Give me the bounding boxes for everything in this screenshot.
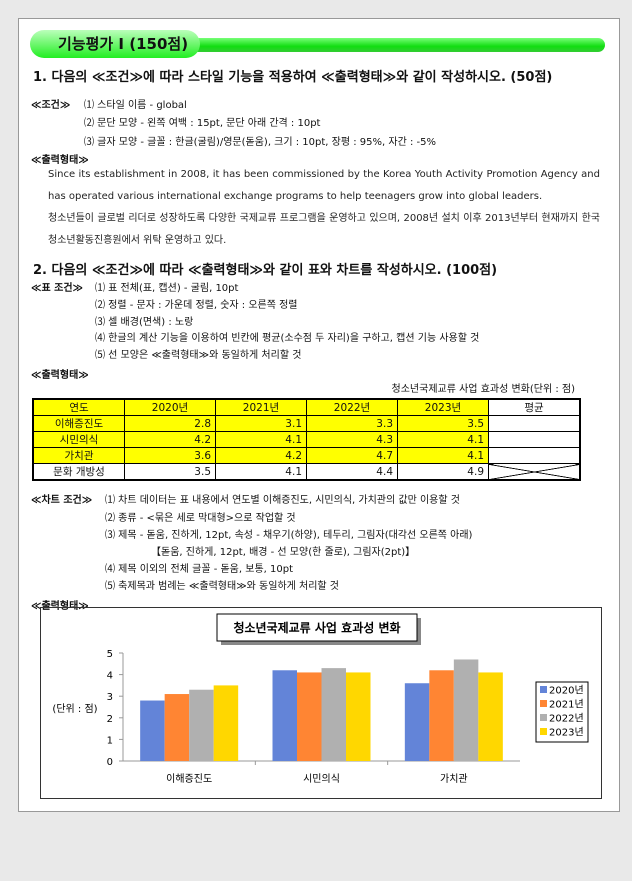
banner-bar [180,38,605,52]
table-cond-1: ⑴ 표 전체(표, 캡션) - 굴림, 10pt [95,283,239,294]
header-cell: 2021년 [215,398,307,416]
legend-swatch [540,686,547,693]
y-tick-label: 2 [107,714,113,725]
x-tick-label: 시민의식 [303,773,340,785]
y-tick-label: 5 [107,649,113,660]
legend-label: 2022년 [549,713,584,725]
row-label: 가치관 [32,447,125,464]
q1-cond-1: ⑴ 스타일 이름 - global [84,100,187,111]
q2-out-label: ≪출력형태≫ [31,370,89,381]
q1-title: 1. 다음의 ≪조건≫에 따라 스타일 기능을 적용하여 ≪출력형태≫와 같이 … [33,70,553,85]
bar-2022년 [453,659,479,761]
chart-cond-1: ⑴ 차트 데이터는 표 내용에서 연도별 이해증진도, 시민의식, 가치관의 값… [105,495,460,506]
legend-label: 2021년 [549,699,584,711]
cell: 3.6 [124,447,216,464]
cell: 4.2 [124,431,216,448]
cell: 4.9 [397,463,489,481]
bar-2021년 [429,670,454,761]
q1-cond-label: ≪조건≫ [31,100,71,111]
table-cond-label: ≪표 조건≫ [31,283,84,294]
legend-swatch [540,728,547,735]
cell: 3.5 [124,463,216,481]
bar-2022년 [189,689,214,761]
bar-2022년 [321,668,346,761]
chart-cond-3: ⑶ 제목 - 돋움, 진하게, 12pt, 속성 - 채우기(하양), 테두리,… [105,530,473,541]
cell: 3.5 [397,415,489,432]
table-caption: 청소년국제교류 사업 효과성 변화(단위 : 점) [391,384,575,395]
crossed-cell [488,463,581,481]
legend-label: 2023년 [549,727,584,739]
chart-cond-2: ⑵ 종류 - <묶은 세로 막대형>으로 작업할 것 [105,513,296,524]
chart-out-label: ≪출력형태≫ [31,601,89,612]
legend-swatch [540,700,547,707]
bar-2021년 [297,672,322,761]
table-cond-4: ⑷ 한글의 계산 기능을 이용하여 빈칸에 평균(소수점 두 자리)을 구하고,… [95,333,480,344]
y-tick-label: 4 [107,671,113,682]
header-cell: 연도 [32,398,125,416]
data-table: 연도 2020년 2021년 2022년 2023년 평균 이해증진도 2.8 … [32,398,581,481]
english-paragraph: Since its establishment in 2008, it has … [48,169,600,202]
table-row: 시민의식 4.2 4.1 4.3 4.1 [32,431,581,448]
table-row: 문화 개방성 3.5 4.1 4.4 4.9 [32,463,581,481]
y-axis-title: (단위 : 점) [52,702,97,715]
chart-title-box [216,613,418,642]
chart-cond-4: ⑷ 제목 이외의 전체 글꼴 - 돋움, 보통, 10pt [105,564,293,575]
cell: 3.3 [306,415,398,432]
chart-cond-label: ≪차트 조건≫ [31,495,93,506]
bar-2020년 [272,670,297,761]
bar-2020년 [404,683,430,761]
row-label: 문화 개방성 [32,463,125,481]
header-cell: 2023년 [397,398,489,416]
q1-cond-2: ⑵ 문단 모양 - 왼쪽 여백 : 15pt, 문단 아래 간격 : 10pt [84,118,321,129]
bar-2023년 [346,672,371,761]
chart-frame [40,607,602,799]
y-tick-label: 0 [107,757,113,768]
cell: 4.4 [306,463,398,481]
table-cond-3: ⑶ 셀 배경(면색) : 노랑 [95,317,194,328]
table-cond-5: ⑸ 선 모양은 ≪출력형태≫와 동일하게 처리할 것 [95,350,302,361]
chart-title: 청소년국제교류 사업 효과성 변화 [233,620,400,635]
table-row: 이해증진도 2.8 3.1 3.3 3.5 [32,415,581,432]
row-label: 시민의식 [32,431,125,448]
bar-2021년 [164,694,190,761]
table-header-row: 연도 2020년 2021년 2022년 2023년 평균 [32,398,581,416]
chart-cond-3-sub: 【돋움, 진하게, 12pt, 배경 - 선 모양(한 줄로), 그림자(2pt… [151,547,416,558]
cell: 4.2 [215,447,307,464]
bar-2023년 [213,685,239,761]
header-cell: 2020년 [124,398,216,416]
y-tick-label: 1 [107,735,113,746]
average-cell [488,447,581,464]
x-tick-label: 이해증진도 [166,772,212,785]
cell: 4.1 [397,431,489,448]
table-row: 가치관 3.6 4.2 4.7 4.1 [32,447,581,464]
q2-title: 2. 다음의 ≪조건≫에 따라 ≪출력형태≫와 같이 표와 차트를 작성하시오.… [33,263,498,278]
section-banner: 기능평가 Ⅰ (150점) [30,30,605,58]
chart-cond-5: ⑸ 축제목과 범례는 ≪출력형태≫와 동일하게 처리할 것 [105,581,340,592]
banner-title: 기능평가 Ⅰ (150점) [30,30,200,58]
q1-out-label: ≪출력형태≫ [31,155,89,166]
bar-2023년 [478,672,503,761]
table-cond-2: ⑵ 정렬 - 문자 : 가운데 정렬, 숫자 : 오른쪽 정렬 [95,300,298,311]
cell: 4.1 [397,447,489,464]
header-cell: 2022년 [306,398,398,416]
legend-swatch [540,714,547,721]
q1-cond-3: ⑶ 글자 모양 - 글꼴 : 한글(굴림)/영문(돋움), 크기 : 10pt,… [84,137,436,148]
cell: 4.1 [215,463,307,481]
legend-label: 2020년 [549,685,584,697]
korean-paragraph: 청소년들이 글로벌 리더로 성장하도록 다양한 국제교류 프로그램을 운영하고 … [48,213,600,246]
cell: 4.1 [215,431,307,448]
y-tick-label: 3 [107,692,113,703]
bar-2020년 [140,700,165,761]
x-tick-label: 가치관 [440,773,468,785]
